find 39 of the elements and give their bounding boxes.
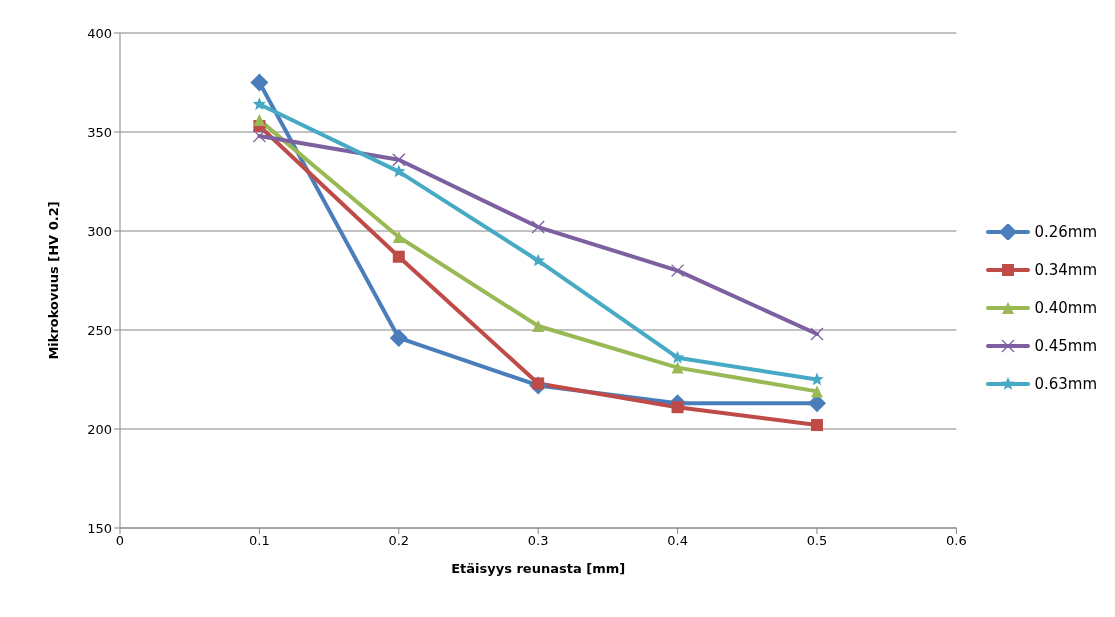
point [392,230,405,243]
point [810,385,823,398]
point [531,220,545,234]
y-tick-label: 200 [87,421,112,437]
x-tick-label: 0.5 [806,533,828,549]
y-tick-label: 150 [87,520,112,536]
point [670,263,685,278]
legend-label: 0.63mm [1034,375,1097,393]
legend-label: 0.26mm [1034,223,1097,241]
x-tick-label: 0.3 [527,533,549,549]
point [392,164,406,178]
point [531,253,545,267]
y-tick-label: 300 [87,223,112,239]
legend-label: 0.34mm [1034,261,1097,279]
x-tick-label: 0.4 [667,533,688,549]
x-tick-label: 0.2 [388,533,410,549]
legend-label: 0.40mm [1034,299,1097,317]
point [810,419,823,432]
y-tick-label: 400 [87,25,112,41]
x-axis-title: Etäisyys reunasta [mm] [451,561,626,576]
point [392,250,405,263]
point [532,320,545,333]
point [250,73,269,92]
point [671,361,684,374]
point [670,350,685,364]
x-tick-label: 0.1 [249,533,270,549]
point [392,153,406,167]
y-tick-label: 250 [87,322,112,338]
y-tick-label: 350 [87,124,112,140]
point [810,327,824,341]
point [253,114,266,127]
point [252,97,267,110]
x-tick-label: 0 [115,533,125,549]
x-tick-label: 0.6 [946,533,967,549]
point [671,401,684,414]
legend-label: 0.45mm [1034,337,1097,355]
point [252,129,267,143]
point [389,328,408,347]
y-axis-title: Mikrokovuus [HV 0.2] [45,201,61,360]
